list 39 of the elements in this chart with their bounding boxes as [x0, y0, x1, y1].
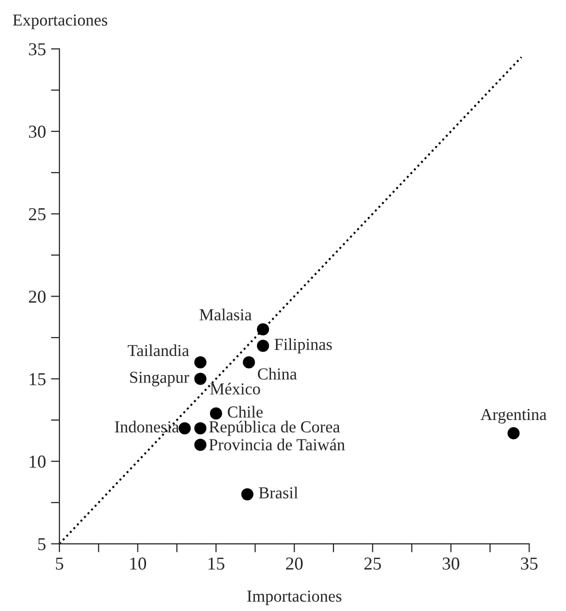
y-tick-label: 15: [30, 373, 46, 386]
y-tick-label: 35: [29, 43, 46, 56]
point: [194, 438, 206, 451]
x-tick-label: 30: [442, 558, 460, 570]
point: [194, 372, 206, 385]
series-label: Filipinas: [274, 338, 332, 354]
y-axis-title: Exportaciones: [12, 14, 108, 30]
point: [256, 323, 270, 336]
series-label: Argentina: [480, 408, 546, 424]
point: [210, 407, 222, 420]
y-tick-label: 25: [28, 208, 46, 220]
x-axis-title: Importaciones: [247, 590, 342, 606]
series-label: China: [258, 368, 297, 380]
y-tick-label: 30: [29, 126, 46, 138]
point: [242, 356, 255, 368]
x-tick-label: 5: [56, 558, 64, 570]
x-tick-label: 10: [130, 558, 146, 570]
x-tick-label: 35: [521, 558, 538, 570]
series-label: Brasil: [258, 486, 298, 498]
series-label: Chile: [228, 406, 263, 418]
y-tick-label: 5: [38, 538, 46, 550]
y-tick-label: 20: [28, 290, 46, 303]
series-label: República de Corea: [209, 420, 340, 436]
x-tick-label: 15: [208, 558, 224, 570]
y-tick-label: 10: [30, 456, 46, 468]
annotation: México: [210, 382, 260, 395]
point: [256, 340, 270, 352]
series-label: Malasia: [200, 308, 252, 320]
point: [194, 356, 206, 368]
series-label: Indonesia: [114, 420, 179, 432]
point: [507, 427, 520, 440]
point: [194, 422, 206, 434]
series-label: Provincia de Taiwán: [209, 438, 345, 450]
series-label: Tailandia: [128, 344, 190, 356]
point: [178, 422, 191, 434]
x-tick-label: 25: [364, 558, 381, 570]
series-label: Singapur: [130, 372, 190, 386]
point: [241, 488, 254, 500]
x-tick-label: 20: [286, 558, 303, 570]
